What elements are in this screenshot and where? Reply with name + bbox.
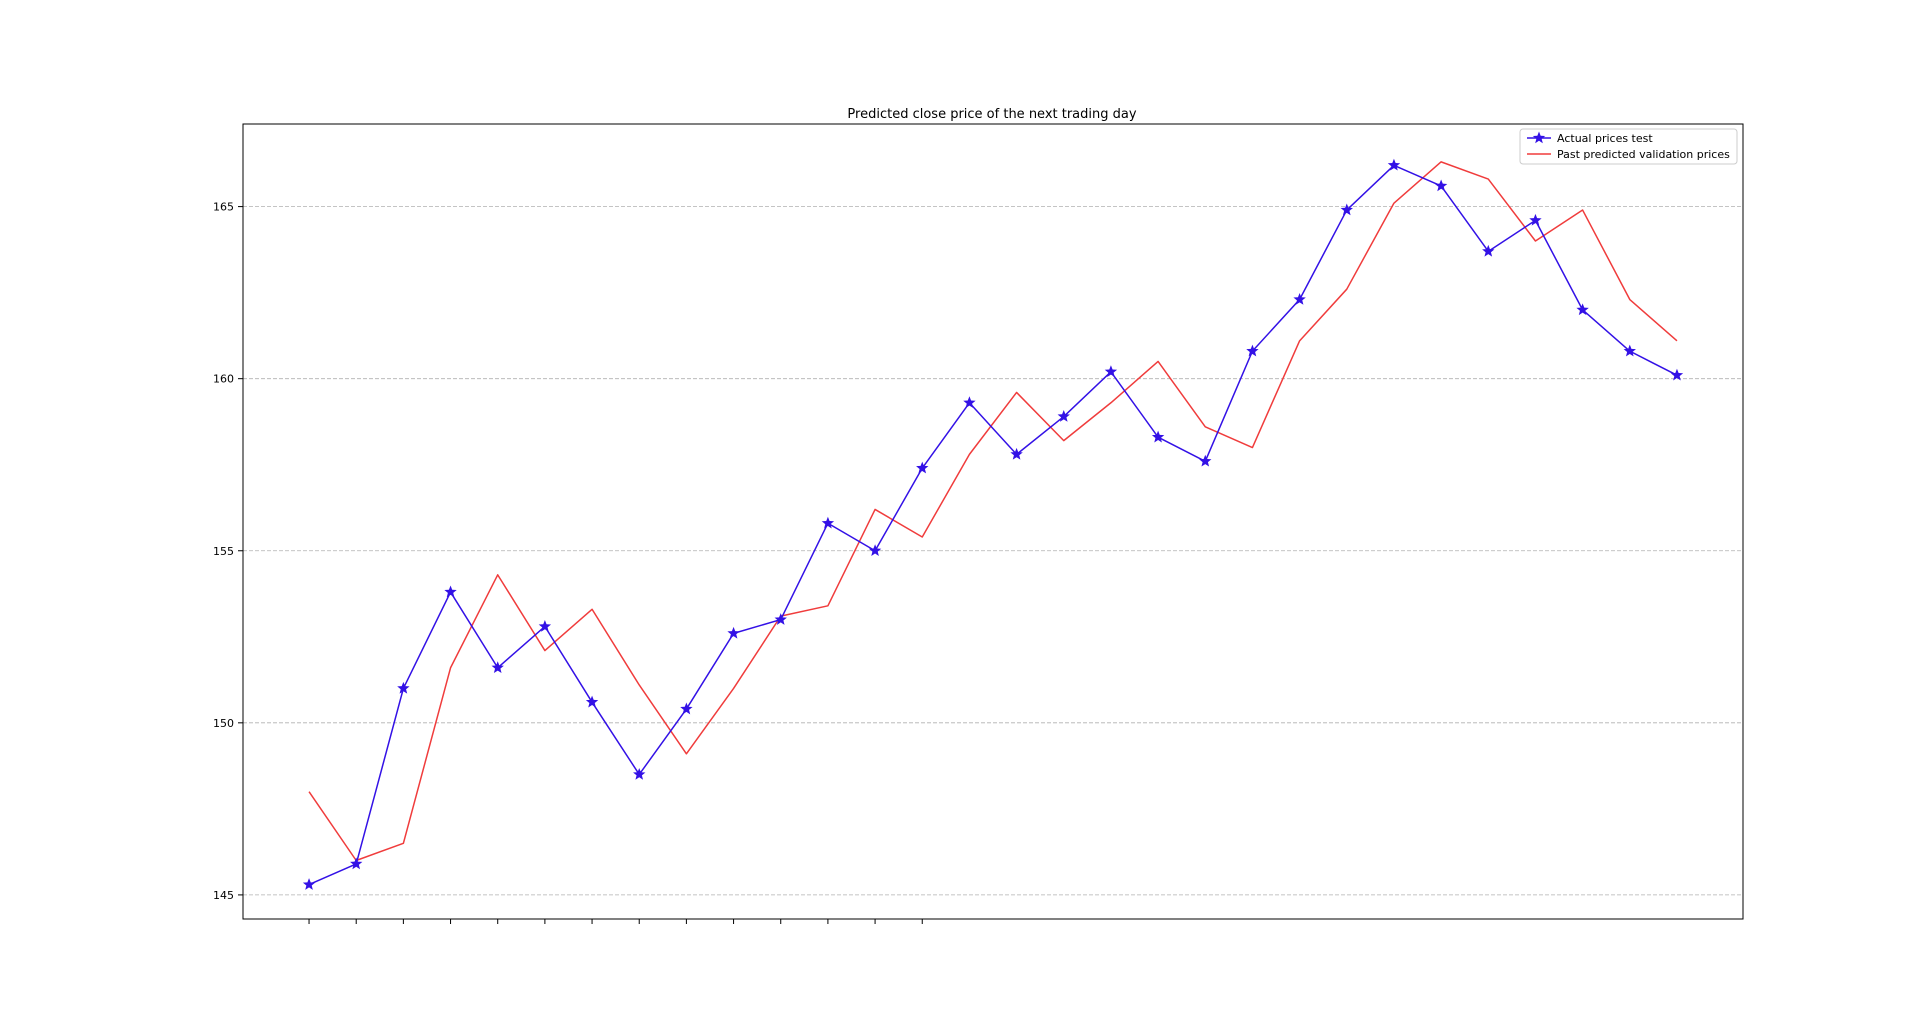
series-line-predicted bbox=[308, 161, 1678, 862]
actual-price-point bbox=[491, 661, 504, 674]
actual-price-point bbox=[774, 613, 787, 625]
actual-price-point bbox=[1151, 430, 1165, 443]
actual-price-point bbox=[397, 681, 410, 694]
actual-price-point bbox=[1010, 447, 1023, 460]
legend: Actual prices test Past predicted valida… bbox=[1519, 128, 1738, 165]
actual-price-point bbox=[1293, 293, 1306, 305]
plot-frame bbox=[242, 123, 1744, 920]
actual-price-point bbox=[350, 857, 363, 870]
actual-price-point bbox=[1340, 203, 1353, 216]
actual-price-point bbox=[1623, 344, 1636, 357]
y-tick-label: 155 bbox=[213, 545, 234, 558]
actual-price-point bbox=[1482, 244, 1495, 257]
actual-price-point bbox=[444, 585, 457, 598]
actual-price-point bbox=[1576, 303, 1589, 316]
legend-star-marker bbox=[1532, 131, 1546, 144]
actual-price-point bbox=[1670, 368, 1684, 381]
actual-price-point bbox=[1529, 213, 1542, 226]
actual-price-point bbox=[963, 396, 976, 409]
actual-price-point bbox=[680, 702, 693, 715]
actual-price-point bbox=[1246, 344, 1259, 357]
actual-price-point bbox=[1199, 454, 1212, 467]
actual-price-point bbox=[821, 516, 835, 529]
legend-label-actual: Actual prices test bbox=[1557, 132, 1653, 145]
actual-price-point bbox=[302, 878, 316, 890]
actual-price-point bbox=[633, 767, 646, 780]
legend-label-predicted: Past predicted validation prices bbox=[1557, 148, 1730, 161]
chart-title: Predicted close price of the next tradin… bbox=[847, 107, 1136, 122]
y-tick-label: 165 bbox=[213, 201, 234, 214]
y-tick-label: 150 bbox=[213, 717, 234, 730]
x-axis bbox=[308, 919, 923, 924]
y-tick-label: 160 bbox=[213, 373, 234, 386]
actual-price-point bbox=[868, 544, 882, 557]
y-gridlines bbox=[243, 206, 1743, 896]
actual-price-point bbox=[538, 619, 552, 632]
y-axis: 145 150 155 160 165 bbox=[213, 201, 243, 902]
actual-price-point bbox=[585, 695, 599, 708]
actual-price-point bbox=[1057, 410, 1070, 422]
y-tick-label: 145 bbox=[213, 889, 234, 902]
series-layer bbox=[302, 158, 1684, 890]
actual-price-point bbox=[916, 461, 929, 474]
actual-price-point bbox=[1434, 179, 1448, 192]
actual-price-point bbox=[1104, 365, 1118, 378]
series-line-actual bbox=[308, 164, 1678, 886]
actual-price-point bbox=[1387, 158, 1401, 171]
actual-price-point bbox=[727, 626, 740, 639]
legend-frame bbox=[1519, 128, 1738, 165]
